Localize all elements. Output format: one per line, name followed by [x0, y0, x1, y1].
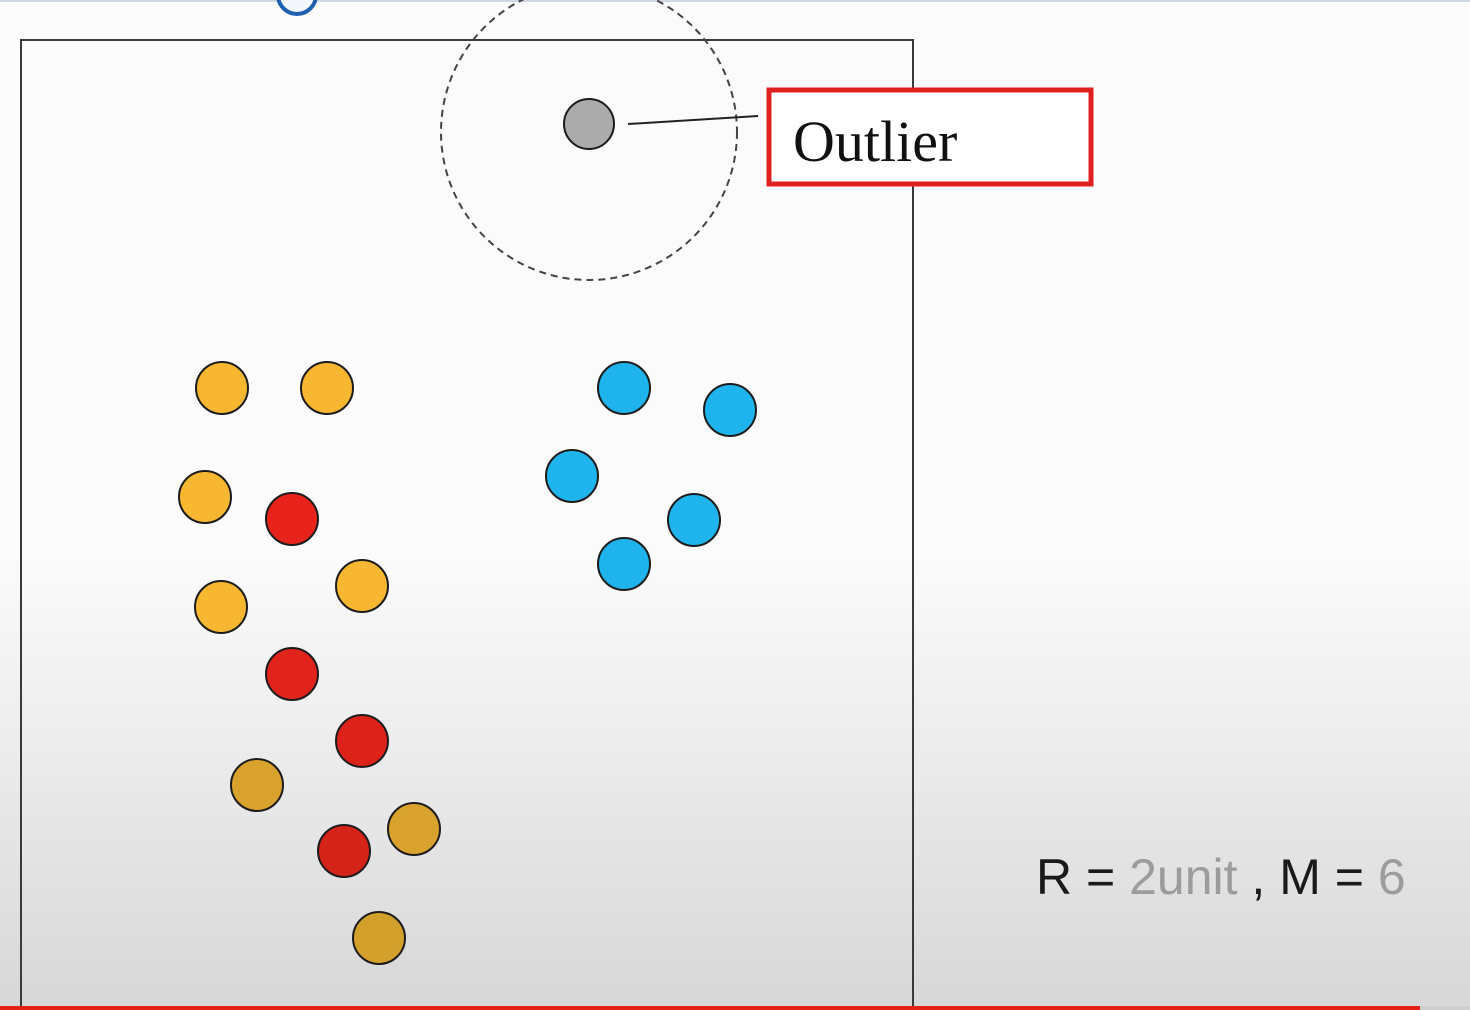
data-point-yellow	[335, 559, 389, 613]
r-label: R =	[1036, 849, 1130, 905]
top-divider	[0, 0, 1470, 2]
plot-frame	[20, 39, 914, 1010]
parameters-label: R = 2unit , M = 6	[1036, 848, 1406, 906]
data-point-blue	[597, 361, 651, 415]
data-point-blue	[703, 383, 757, 437]
data-point-yellow	[178, 470, 232, 524]
data-point-yellow	[300, 361, 354, 415]
outlier-callout: Outlier	[766, 87, 1094, 187]
data-point-red	[265, 492, 319, 546]
data-point-yellow	[194, 580, 248, 634]
param-separator: ,	[1237, 849, 1280, 905]
data-point-yellow	[352, 911, 406, 965]
data-point-red	[265, 647, 319, 701]
outlier-label: Outlier	[793, 109, 957, 174]
r-value: 2unit	[1129, 849, 1238, 905]
data-point-red	[317, 824, 371, 878]
outlier-connector-line	[627, 115, 759, 125]
data-point-yellow	[195, 361, 249, 415]
video-progress-fill	[0, 1006, 1421, 1010]
data-point-red	[335, 714, 389, 768]
outlier-callout-box	[766, 87, 1094, 187]
data-point-blue	[597, 537, 651, 591]
video-progress-bar[interactable]	[0, 1006, 1470, 1010]
outlier-radius-circle	[440, 0, 738, 281]
m-label: M =	[1279, 849, 1378, 905]
data-point-blue	[545, 449, 599, 503]
data-point-blue	[667, 493, 721, 547]
points-layer	[178, 98, 757, 965]
m-value: 6	[1377, 849, 1406, 905]
data-point-yellow	[230, 758, 284, 812]
data-point-yellow	[387, 802, 441, 856]
outlier-point	[563, 98, 615, 150]
